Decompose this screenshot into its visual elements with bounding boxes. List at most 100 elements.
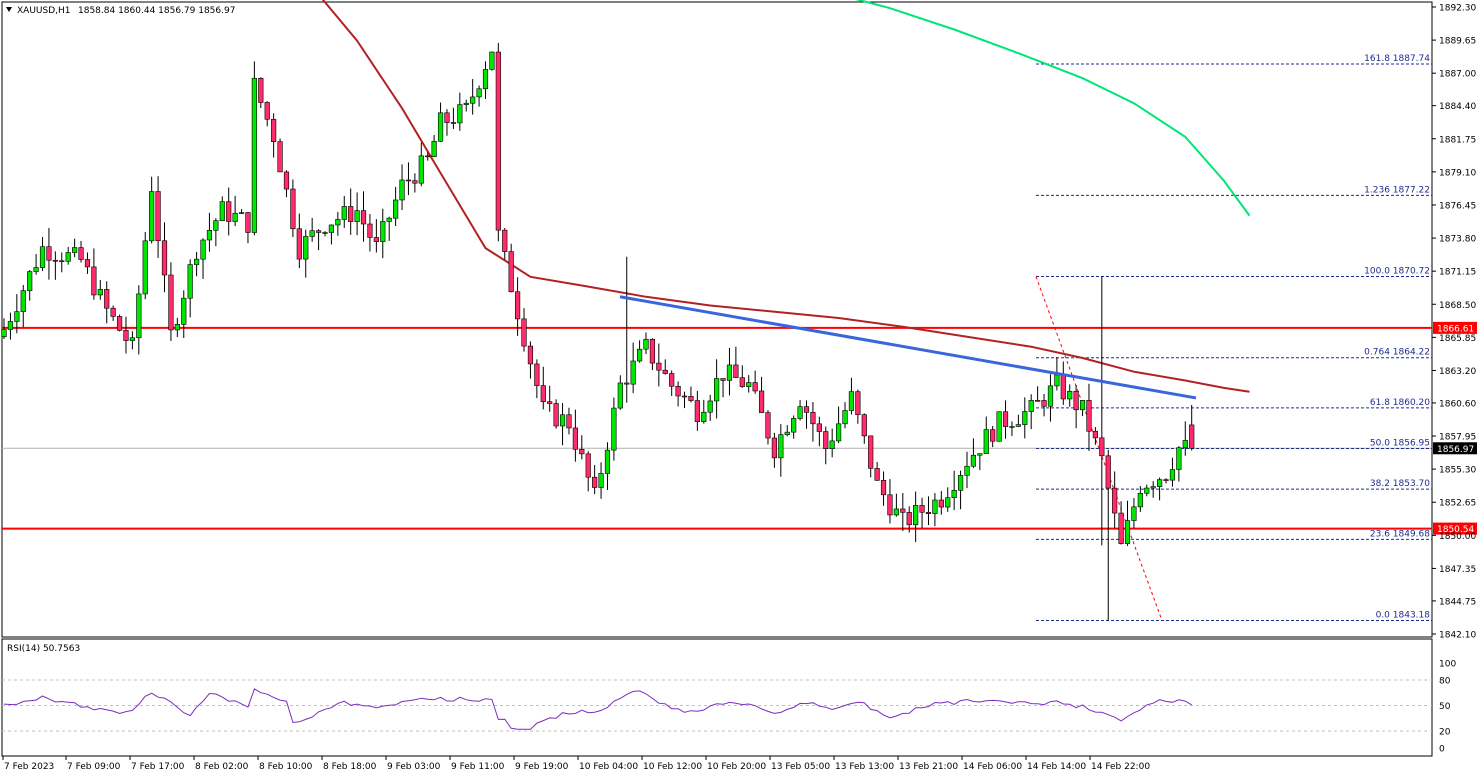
candle[interactable] [656, 343, 662, 387]
candle[interactable] [245, 212, 251, 244]
candle[interactable] [604, 442, 611, 490]
candle[interactable] [906, 506, 912, 533]
candle[interactable] [502, 228, 508, 260]
candle[interactable] [624, 256, 630, 403]
candle[interactable] [52, 251, 58, 280]
candle[interactable] [579, 435, 585, 460]
candle[interactable] [938, 491, 944, 515]
candle[interactable] [540, 366, 546, 410]
candle[interactable] [168, 262, 174, 342]
candle[interactable] [1118, 501, 1124, 545]
candle[interactable] [797, 400, 803, 421]
candle[interactable] [868, 435, 874, 478]
candle[interactable] [784, 425, 790, 437]
candle[interactable] [437, 102, 444, 142]
candle[interactable] [669, 370, 675, 396]
time-axis[interactable]: 7 Feb 2023 7 Feb 09:00 7 Feb 17:00 8 Feb 02… [2, 756, 1150, 772]
candle[interactable] [778, 424, 784, 477]
candle[interactable] [1131, 498, 1137, 529]
candle[interactable] [258, 77, 264, 109]
candle[interactable] [733, 346, 739, 379]
candle[interactable] [399, 164, 405, 211]
candle[interactable] [1086, 383, 1092, 451]
candle[interactable] [232, 195, 238, 227]
candle[interactable] [14, 294, 20, 334]
candle[interactable] [810, 402, 816, 442]
candle[interactable] [161, 222, 168, 293]
candle[interactable] [129, 331, 136, 350]
candle[interactable] [1009, 421, 1015, 437]
candle[interactable] [707, 394, 713, 421]
candle[interactable] [874, 461, 880, 481]
candle[interactable] [1099, 276, 1105, 546]
candle[interactable] [1189, 404, 1195, 451]
rsi-plot-area[interactable] [1, 638, 1433, 757]
candle[interactable] [328, 224, 335, 245]
candle[interactable] [508, 243, 514, 293]
candle[interactable] [1041, 393, 1047, 417]
candle[interactable] [1182, 421, 1188, 456]
candle[interactable] [643, 332, 649, 355]
candle[interactable] [803, 400, 810, 429]
triangle-down-icon[interactable] [6, 7, 12, 12]
candle[interactable] [1137, 486, 1143, 512]
candle[interactable] [360, 191, 367, 242]
candle[interactable] [675, 381, 681, 407]
candle[interactable] [200, 238, 206, 279]
candle[interactable] [765, 410, 771, 445]
candle[interactable] [213, 218, 219, 247]
candle[interactable] [527, 341, 534, 379]
candle[interactable] [1163, 478, 1169, 484]
candle[interactable] [1022, 397, 1028, 439]
candle[interactable] [206, 212, 213, 252]
candle[interactable] [72, 238, 78, 258]
candle[interactable] [27, 270, 33, 301]
candle[interactable] [636, 340, 643, 363]
candle[interactable] [925, 496, 932, 526]
candle[interactable] [412, 173, 418, 193]
candle[interactable] [598, 462, 604, 499]
candle[interactable] [283, 170, 290, 198]
descending-trendline[interactable] [619, 295, 1197, 400]
candle[interactable] [553, 399, 559, 429]
candle[interactable] [174, 317, 180, 338]
candle[interactable] [463, 99, 469, 112]
candle[interactable] [983, 416, 989, 454]
candle[interactable] [752, 370, 758, 394]
candle[interactable] [900, 492, 906, 531]
candle[interactable] [572, 409, 578, 462]
candle[interactable] [880, 471, 887, 506]
main-plot-area[interactable] [1, 1, 1433, 638]
candle[interactable] [861, 413, 867, 444]
candle[interactable] [1105, 449, 1111, 621]
candle[interactable] [116, 314, 123, 332]
candle[interactable] [893, 493, 899, 517]
candle[interactable] [136, 285, 142, 355]
candle[interactable] [149, 176, 155, 244]
candle[interactable] [367, 214, 373, 252]
candle[interactable] [251, 61, 257, 236]
candle[interactable] [970, 438, 977, 469]
candle[interactable] [1169, 457, 1176, 487]
candle[interactable] [1028, 394, 1034, 430]
candle[interactable] [977, 453, 983, 471]
candle[interactable] [945, 487, 951, 512]
candle[interactable] [887, 479, 893, 524]
candle[interactable] [848, 377, 855, 415]
candle[interactable] [33, 254, 39, 275]
candle[interactable] [919, 497, 925, 529]
candle[interactable] [271, 113, 277, 158]
candle[interactable] [771, 432, 777, 468]
candle[interactable] [393, 186, 399, 226]
candle[interactable] [39, 236, 46, 272]
candle[interactable] [457, 92, 463, 131]
candle[interactable] [296, 213, 302, 269]
candle[interactable] [315, 229, 322, 251]
candle[interactable] [380, 208, 386, 259]
candle[interactable] [791, 415, 797, 439]
candle[interactable] [470, 79, 476, 115]
candle[interactable] [1, 318, 7, 340]
candle[interactable] [996, 411, 1002, 442]
candle[interactable] [59, 252, 65, 273]
candle[interactable] [630, 342, 636, 394]
